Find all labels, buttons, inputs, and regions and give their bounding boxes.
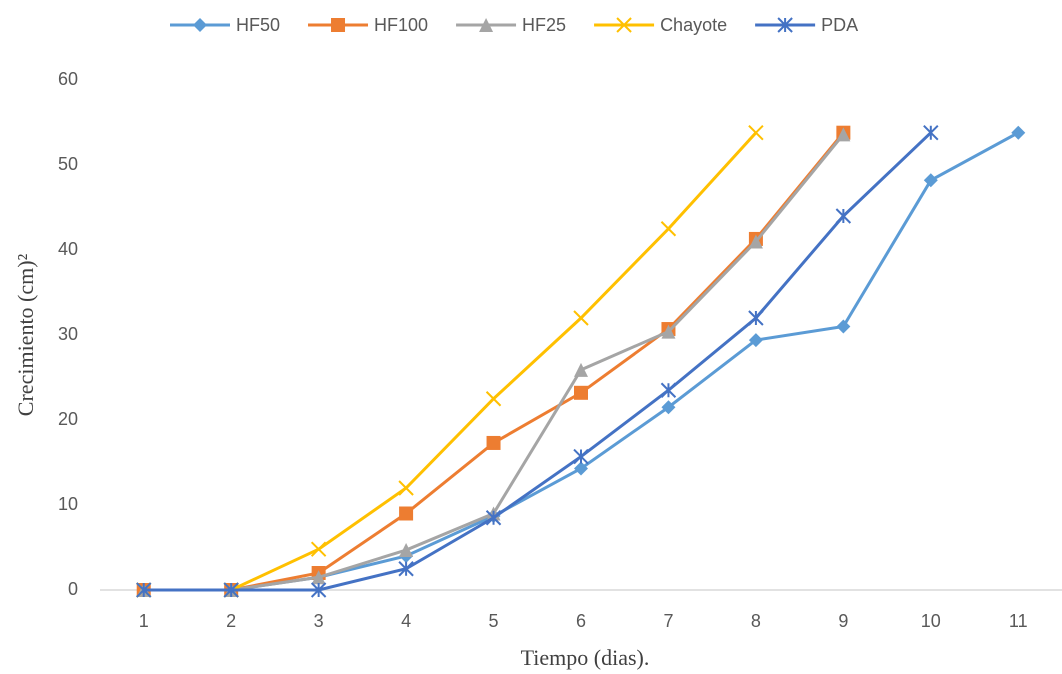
x-tick-label: 10 [921, 611, 941, 631]
legend-label: HF25 [522, 15, 566, 35]
legend-item: HF25 [456, 15, 566, 35]
x-axis-title: Tiempo (dias). [521, 645, 650, 670]
x-tick-label: 1 [139, 611, 149, 631]
legend-label: HF100 [374, 15, 428, 35]
x-tick-label: 2 [226, 611, 236, 631]
y-tick-label: 50 [58, 154, 78, 174]
legend-item: HF100 [308, 15, 428, 35]
y-tick-label: 40 [58, 239, 78, 259]
y-tick-label: 10 [58, 494, 78, 514]
marker [836, 319, 851, 334]
series-line [143, 131, 758, 592]
y-tick-label: 60 [58, 69, 78, 89]
marker [331, 18, 346, 32]
x-tick-label: 5 [489, 611, 499, 631]
marker [748, 124, 764, 141]
y-tick-label: 30 [58, 324, 78, 344]
marker [660, 221, 677, 237]
marker [398, 480, 414, 496]
marker [835, 208, 852, 224]
legend-item: HF50 [170, 15, 280, 35]
marker [660, 382, 677, 398]
x-tick-label: 6 [576, 611, 586, 631]
marker [574, 461, 588, 476]
marker [311, 570, 326, 585]
marker [486, 435, 501, 450]
legend-label: PDA [821, 15, 858, 35]
marker [573, 310, 589, 326]
marker [748, 310, 764, 326]
marker [573, 448, 589, 465]
marker [136, 582, 152, 598]
legend-item: Chayote [594, 15, 727, 35]
y-axis-title: Crecimiento (cm)² [13, 253, 38, 416]
legend-item: PDA [755, 15, 858, 35]
marker [310, 541, 327, 557]
marker [479, 18, 494, 32]
marker [661, 400, 676, 415]
marker [836, 127, 851, 142]
y-tick-label: 0 [68, 579, 78, 599]
marker [485, 510, 502, 526]
marker [310, 582, 327, 598]
marker [193, 18, 207, 32]
marker [616, 17, 632, 33]
x-tick-label: 7 [663, 611, 673, 631]
marker [923, 173, 938, 188]
x-tick-label: 11 [1009, 611, 1028, 631]
marker [398, 561, 414, 577]
marker [661, 324, 676, 339]
y-tick-label: 20 [58, 409, 78, 429]
marker [399, 506, 414, 521]
x-tick-label: 8 [751, 611, 761, 631]
marker [574, 385, 588, 400]
marker [223, 582, 239, 598]
series-line [143, 131, 932, 592]
marker [485, 391, 502, 407]
marker [777, 17, 793, 33]
x-tick-label: 4 [401, 611, 411, 631]
marker [574, 362, 588, 377]
legend-label: Chayote [660, 15, 727, 35]
x-tick-label: 9 [838, 611, 848, 631]
marker [748, 234, 763, 249]
marker [399, 543, 414, 558]
marker [748, 333, 763, 348]
x-tick-label: 3 [314, 611, 324, 631]
series-line [143, 131, 1019, 592]
legend-label: HF50 [236, 15, 280, 35]
marker [1011, 125, 1026, 140]
marker [923, 124, 939, 141]
